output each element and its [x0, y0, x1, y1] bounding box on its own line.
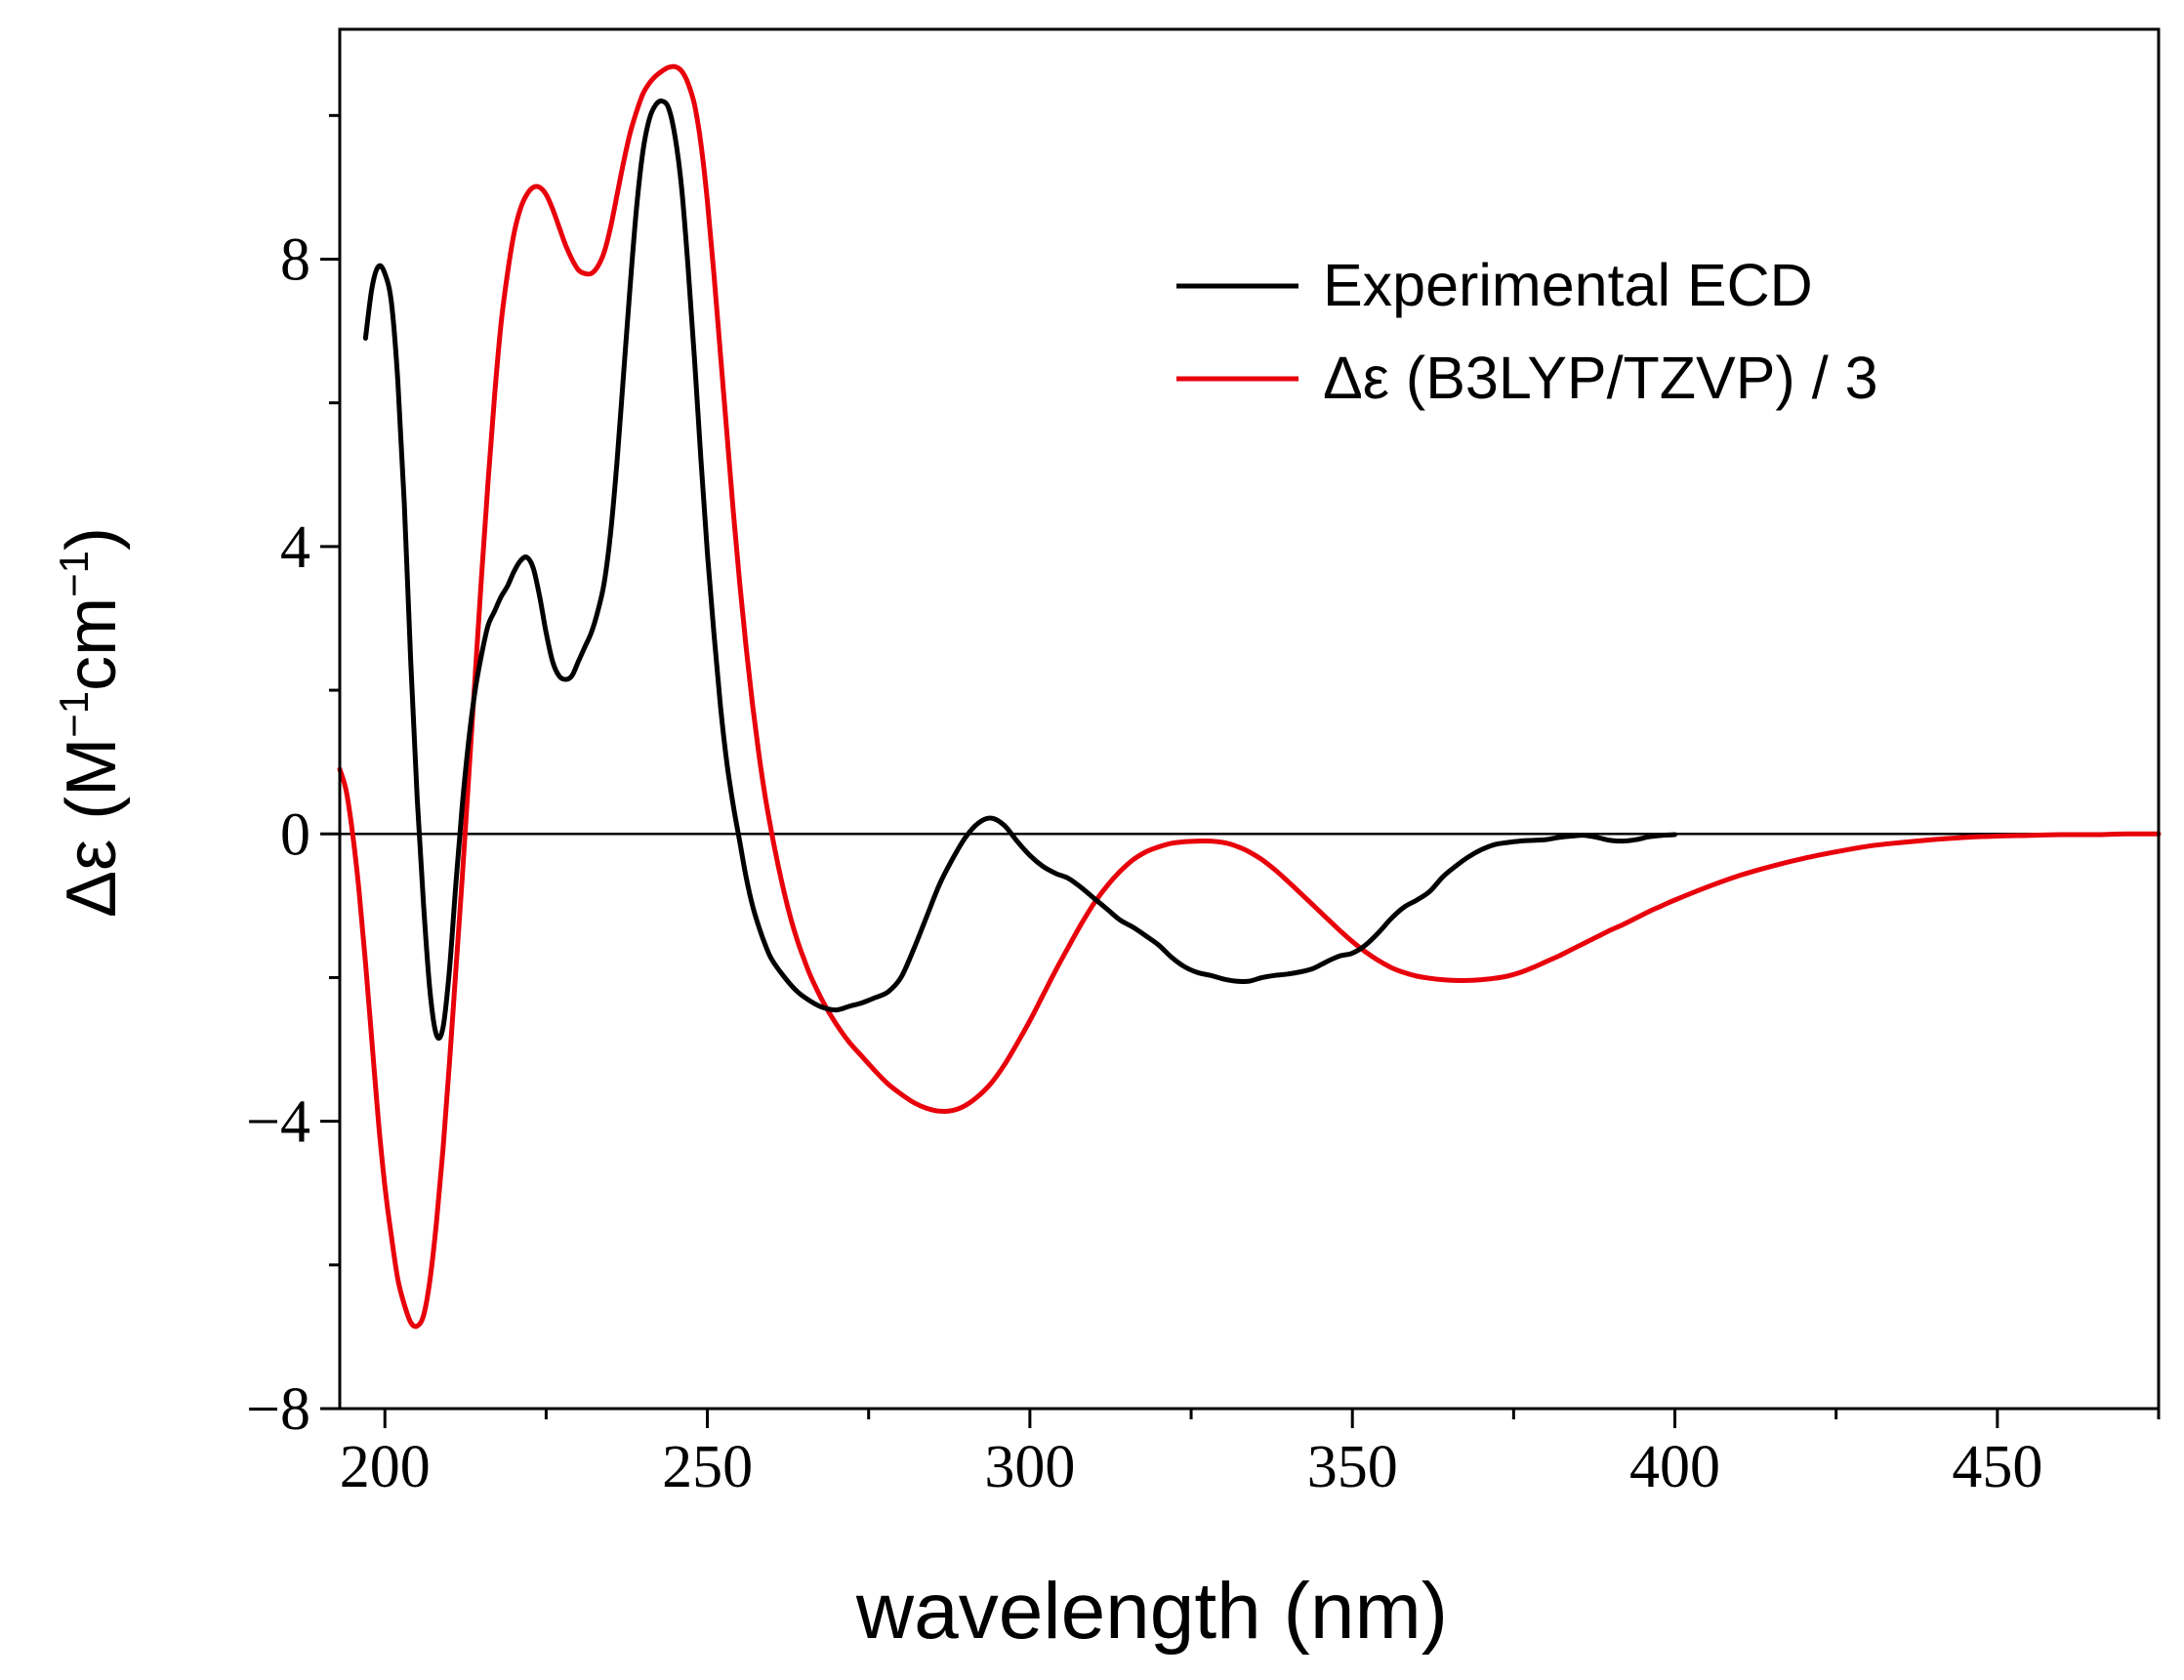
legend: Experimental ECD Δε (B3LYP/TZVP) / 3	[1176, 252, 1878, 411]
y-axis-title-symbol: Δε (M	[53, 738, 131, 918]
legend-label-experimental: Experimental ECD	[1323, 252, 1813, 318]
y-tick-label-4: 4	[280, 514, 310, 581]
calculated-ecd-line	[337, 63, 2162, 1330]
plot-frame	[338, 27, 2161, 1411]
x-tick-label-250: 250	[662, 1434, 753, 1500]
experimental-ecd-line	[362, 98, 1677, 1042]
y-axis-title-close: )	[53, 527, 131, 551]
y-tick-label--4: −4	[246, 1089, 310, 1156]
x-axis-title: wavelength (nm)	[855, 1567, 1448, 1656]
x-tick-label-200: 200	[340, 1434, 431, 1500]
y-tick-label-0: 0	[280, 801, 310, 868]
x-tick-label-350: 350	[1307, 1434, 1398, 1500]
y-tick-label-8: 8	[280, 227, 310, 294]
legend-label-calculated: Δε (B3LYP/TZVP) / 3	[1323, 345, 1878, 411]
series-layer	[337, 63, 2162, 1330]
x-tick-label-400: 400	[1629, 1434, 1720, 1500]
y-axis-title-unit: cm	[53, 597, 131, 691]
tick-layer: 200 250 300 350 400 450 −8 −4 0 4 8	[246, 113, 2161, 1500]
y-axis-title: Δε (M−1cm−1)	[51, 527, 131, 918]
x-tick-label-300: 300	[984, 1434, 1075, 1500]
y-tick-label--8: −8	[246, 1376, 310, 1443]
y-axis-title-exp2: −1	[51, 551, 97, 597]
x-tick-label-450: 450	[1952, 1434, 2042, 1500]
y-axis-title-exp1: −1	[51, 691, 97, 738]
